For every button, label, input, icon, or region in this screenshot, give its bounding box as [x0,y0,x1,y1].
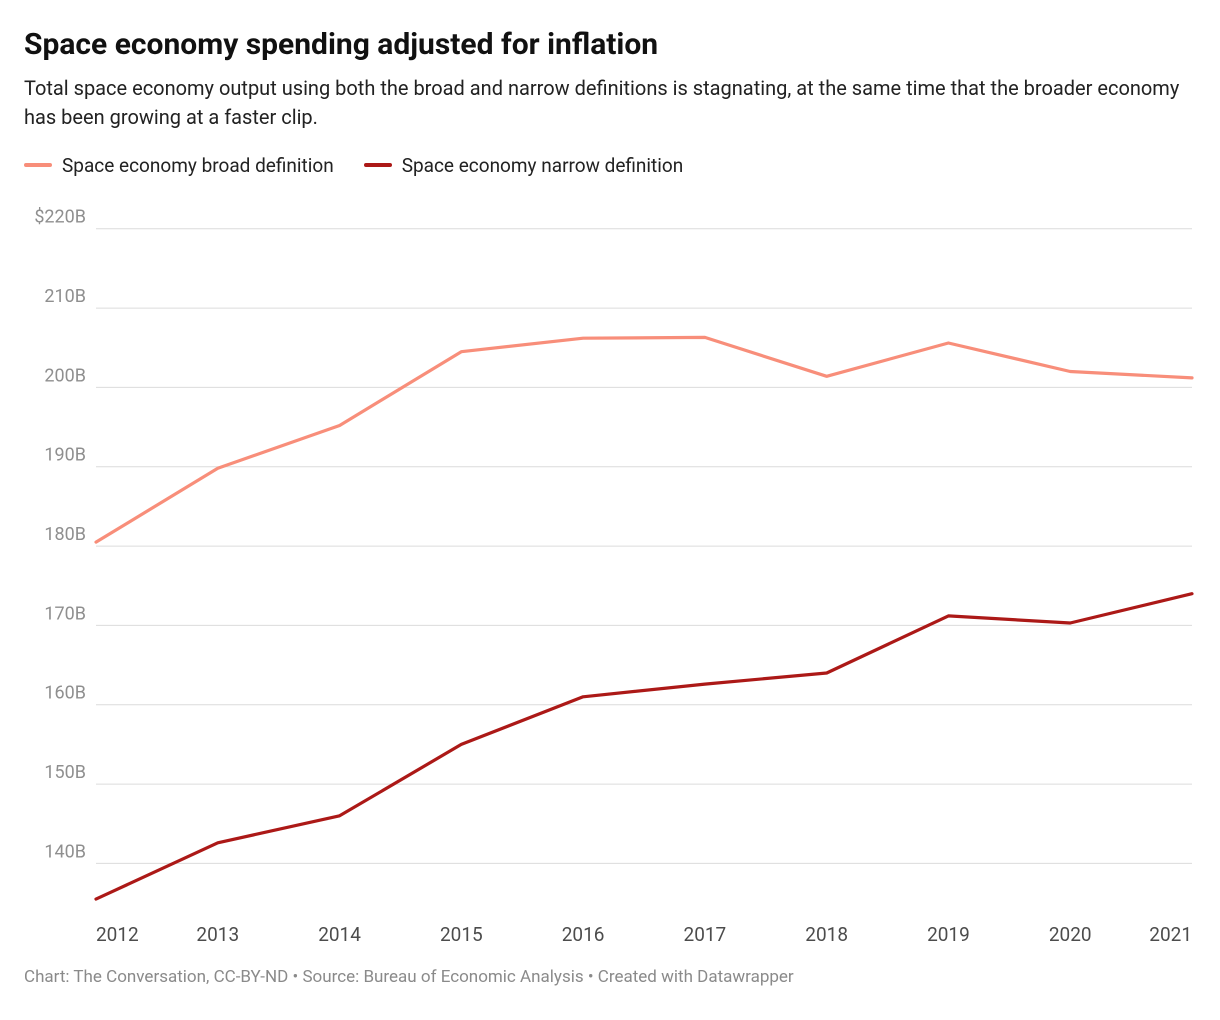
legend-item-broad: Space economy broad definition [24,154,334,177]
legend-label-narrow: Space economy narrow definition [402,154,684,177]
chart-plot: 140B 150B 160B 170B 180B 190B 200B 210B $220B 201… [24,191,1196,951]
y-tick-label: 140B [44,841,86,862]
y-tick-label: 160B [44,682,86,703]
x-tick-label: 2021 [1149,923,1192,946]
x-tick-label: 2015 [440,923,483,946]
legend-swatch-narrow [364,163,392,167]
x-tick-label: 2017 [684,923,727,946]
y-tick-label: 210B [44,286,86,307]
series-line-broad [96,337,1192,542]
x-tick-label: 2012 [96,923,139,946]
y-tick-label: 150B [44,762,86,783]
y-tick-label: 200B [44,365,86,386]
x-tick-label: 2018 [805,923,848,946]
line-chart-svg: 140B 150B 160B 170B 180B 190B 200B 210B $220B 201… [24,191,1196,951]
y-tick-label: 190B [44,444,86,465]
x-tick-label: 2016 [562,923,605,946]
chart-title: Space economy spending adjusted for infl… [24,26,1196,64]
y-tick-label: 180B [44,524,86,545]
y-tick-label: 170B [44,603,86,624]
chart-footer: Chart: The Conversation, CC-BY-ND • Sour… [24,967,1196,987]
legend-item-narrow: Space economy narrow definition [364,154,684,177]
x-tick-label: 2014 [318,923,361,946]
legend: Space economy broad definition Space eco… [24,154,1196,177]
legend-label-broad: Space economy broad definition [62,154,334,177]
x-tick-label: 2020 [1049,923,1092,946]
series-line-narrow [96,593,1192,898]
legend-swatch-broad [24,163,52,167]
x-tick-label: 2019 [927,923,970,946]
x-tick-label: 2013 [196,923,239,946]
y-tick-label: $220B [34,206,86,227]
chart-container: Space economy spending adjusted for infl… [0,0,1220,1020]
chart-subtitle: Total space economy output using both th… [24,74,1184,132]
